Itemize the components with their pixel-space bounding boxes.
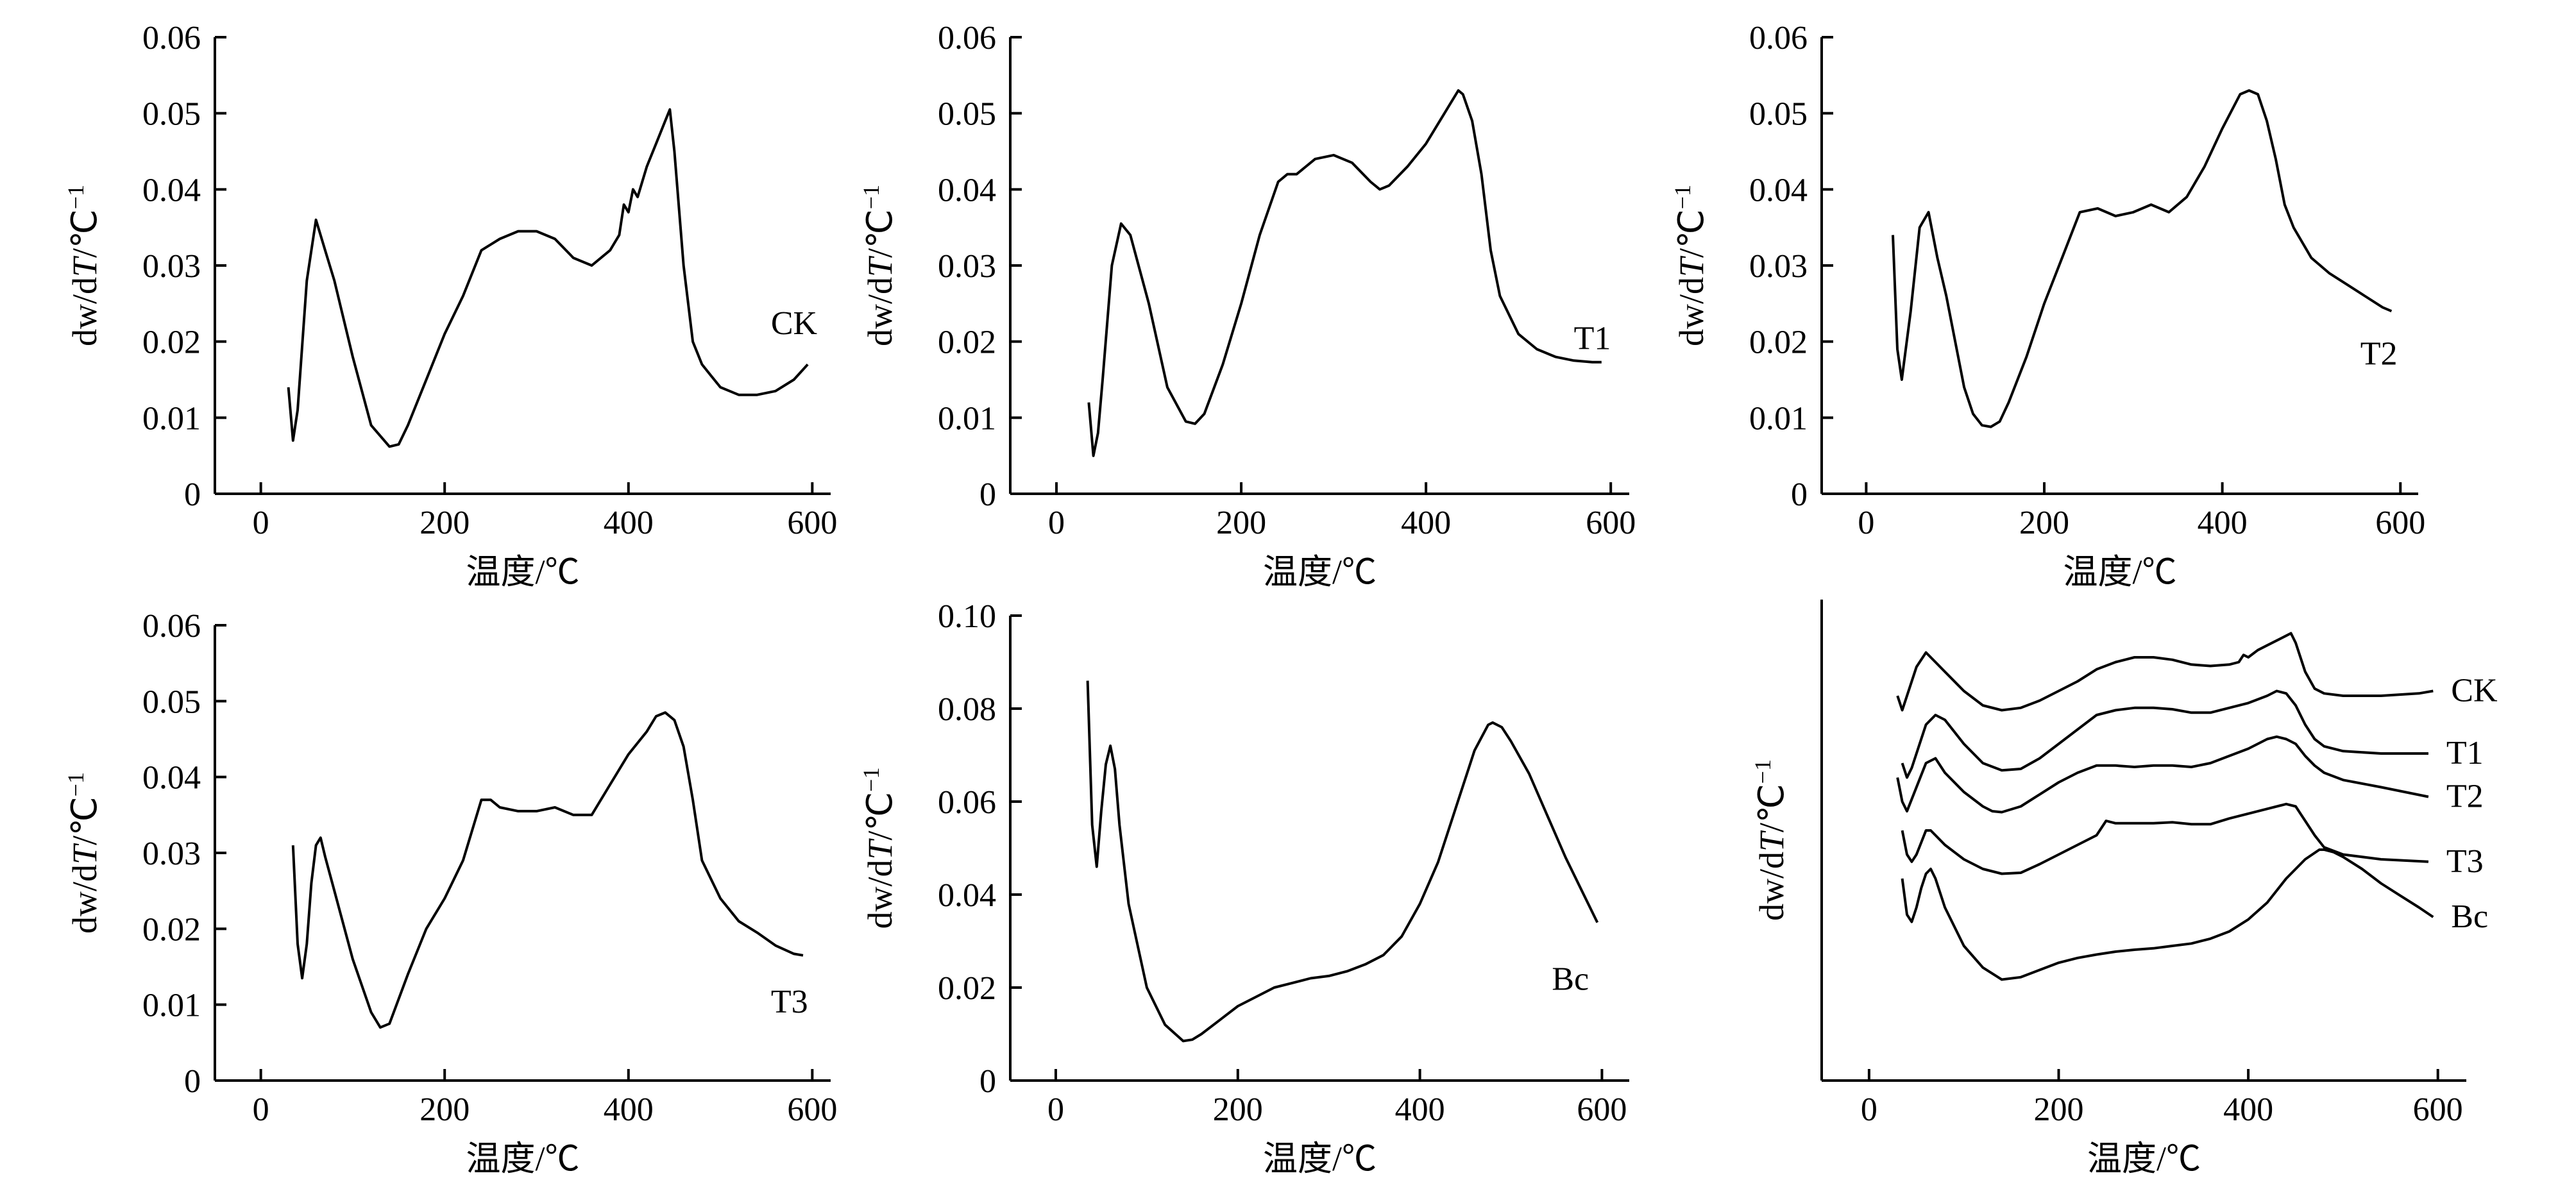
series-label-t2: T2 — [2446, 779, 2484, 815]
y-tick-label: 0 — [979, 476, 996, 513]
x-tick-label: 400 — [1395, 1091, 1445, 1128]
y-tick-label: 0.03 — [1749, 248, 1808, 285]
y-tick-label: 0.05 — [142, 96, 201, 133]
y-tick-label: 0.06 — [1749, 20, 1808, 56]
series-line-t2 — [1892, 89, 2393, 428]
y-tick-label: 0 — [184, 1063, 201, 1100]
panel-ck: 0 200 400 600 0 0.01 0.02 0.03 0.04 0.05 0.06 温度/℃ d… — [63, 20, 837, 591]
x-tick-label: 400 — [2198, 505, 2248, 541]
series-label-bc: Bc — [1552, 961, 1589, 998]
x-tick-label: 600 — [1586, 505, 1636, 541]
y-axis-label: dw/dT/℃−1 — [63, 772, 104, 934]
panel-t3: 0 200 400 600 0 0.01 0.02 0.03 0.04 0.05 0.06 温度/℃ d… — [63, 608, 837, 1178]
series-line-t3 — [291, 711, 804, 1029]
x-tick-label: 600 — [2375, 505, 2425, 541]
x-tick-label: 400 — [604, 1091, 654, 1128]
y-tick-label: 0.06 — [142, 608, 201, 644]
series-label-t3: T3 — [2446, 843, 2484, 880]
series-label-ck: CK — [771, 305, 818, 342]
x-tick-label: 200 — [2033, 1091, 2083, 1128]
x-tick-label: 400 — [604, 505, 654, 541]
series-label-bc: Bc — [2451, 898, 2488, 935]
x-tick-label: 400 — [1401, 505, 1451, 541]
x-tick-label: 0 — [253, 505, 269, 541]
x-tick-label: 600 — [787, 1091, 837, 1128]
x-tick-label: 200 — [2019, 505, 2069, 541]
y-tick-label: 0.01 — [142, 988, 201, 1024]
y-tick-label: 0.05 — [938, 96, 996, 133]
y-tick-label: 0.03 — [142, 248, 201, 285]
x-tick-label: 200 — [419, 505, 470, 541]
series-line-bc — [1086, 680, 1599, 1043]
x-tick-label: 200 — [1213, 1091, 1263, 1128]
y-tick-label: 0.04 — [938, 172, 996, 208]
y-tick-label: 0.02 — [142, 911, 201, 948]
x-tick-label: 0 — [1047, 1091, 1064, 1128]
series-line-ck — [1896, 632, 2434, 712]
y-tick-label: 0 — [1791, 476, 1808, 513]
y-tick-label: 0 — [979, 1063, 996, 1100]
panel-bc: 0 200 400 600 0 0.02 0.04 0.06 0.08 0.10 温度/℃ dw/dT… — [858, 598, 1629, 1178]
x-axis-label: 温度/℃ — [466, 1140, 579, 1178]
y-tick-label: 0.02 — [938, 970, 996, 1007]
x-tick-label: 200 — [419, 1091, 470, 1128]
series-label-t1: T1 — [1574, 321, 1611, 357]
series-label-ck: CK — [2451, 673, 2498, 709]
y-axis-label: dw/dT/℃−1 — [858, 767, 899, 929]
y-tick-label: 0.04 — [938, 877, 996, 914]
x-axis-label: 温度/℃ — [1263, 553, 1377, 591]
y-tick-label: 0.03 — [938, 248, 996, 285]
y-axis-label: dw/dT/℃−1 — [1750, 759, 1791, 921]
x-tick-label: 400 — [2223, 1091, 2273, 1128]
x-axis-label: 温度/℃ — [2063, 553, 2176, 591]
y-tick-label: 0.05 — [1749, 96, 1808, 133]
x-axis-label: 温度/℃ — [1263, 1140, 1377, 1178]
y-axis-label: dw/dT/℃−1 — [63, 185, 104, 346]
x-axis-label: 温度/℃ — [2087, 1140, 2201, 1178]
x-tick-label: 600 — [2413, 1091, 2463, 1128]
x-tick-label: 600 — [1577, 1091, 1627, 1128]
series-label-t3: T3 — [771, 984, 808, 1020]
series-line-ck — [287, 108, 809, 448]
series-line-t1 — [1901, 689, 2428, 779]
series-line-t2 — [1896, 735, 2429, 814]
x-tick-label: 0 — [1861, 1091, 1877, 1128]
y-tick-label: 0.01 — [1749, 400, 1808, 437]
y-tick-label: 0.04 — [142, 172, 201, 208]
x-tick-label: 0 — [253, 1091, 269, 1128]
x-tick-label: 600 — [787, 505, 837, 541]
y-axis-label: dw/dT/℃−1 — [1670, 185, 1711, 346]
y-tick-label: 0.08 — [938, 691, 996, 728]
series-label-t2: T2 — [2360, 335, 2398, 372]
x-tick-label: 200 — [1216, 505, 1266, 541]
x-axis-label: 温度/℃ — [466, 553, 579, 591]
panel-t2: 0 200 400 600 0 0.01 0.02 0.03 0.04 0.05 0.06 温度/℃ d… — [1670, 20, 2425, 591]
panel-overlay: 0 200 400 600 温度/℃ dw/dT/℃−1 CK T1 T2 T3 Bc — [1750, 600, 2498, 1178]
series-label-t1: T1 — [2446, 735, 2484, 771]
series-line-t1 — [1087, 89, 1602, 457]
y-tick-label: 0.04 — [1749, 172, 1808, 208]
y-tick-label: 0.10 — [938, 598, 996, 635]
y-tick-label: 0.02 — [1749, 324, 1808, 361]
y-tick-label: 0.01 — [142, 400, 201, 437]
y-tick-label: 0.03 — [142, 836, 201, 872]
y-tick-label: 0.04 — [142, 760, 201, 796]
series-line-t3 — [1901, 802, 2429, 875]
y-tick-label: 0.06 — [142, 20, 201, 56]
y-tick-label: 0.01 — [938, 400, 996, 437]
y-axis-label: dw/dT/℃−1 — [858, 185, 899, 346]
y-tick-label: 0.02 — [142, 324, 201, 361]
y-tick-label: 0.05 — [142, 684, 201, 720]
x-tick-label: 0 — [1858, 505, 1874, 541]
panel-t1: 0 200 400 600 0 0.01 0.02 0.03 0.04 0.05 0.06 温度/℃ d… — [858, 20, 1636, 591]
series-line-bc — [1901, 848, 2434, 981]
x-tick-label: 0 — [1048, 505, 1065, 541]
y-tick-label: 0.06 — [938, 20, 996, 56]
y-tick-label: 0.02 — [938, 324, 996, 361]
y-tick-label: 0 — [184, 476, 201, 513]
y-tick-label: 0.06 — [938, 784, 996, 821]
